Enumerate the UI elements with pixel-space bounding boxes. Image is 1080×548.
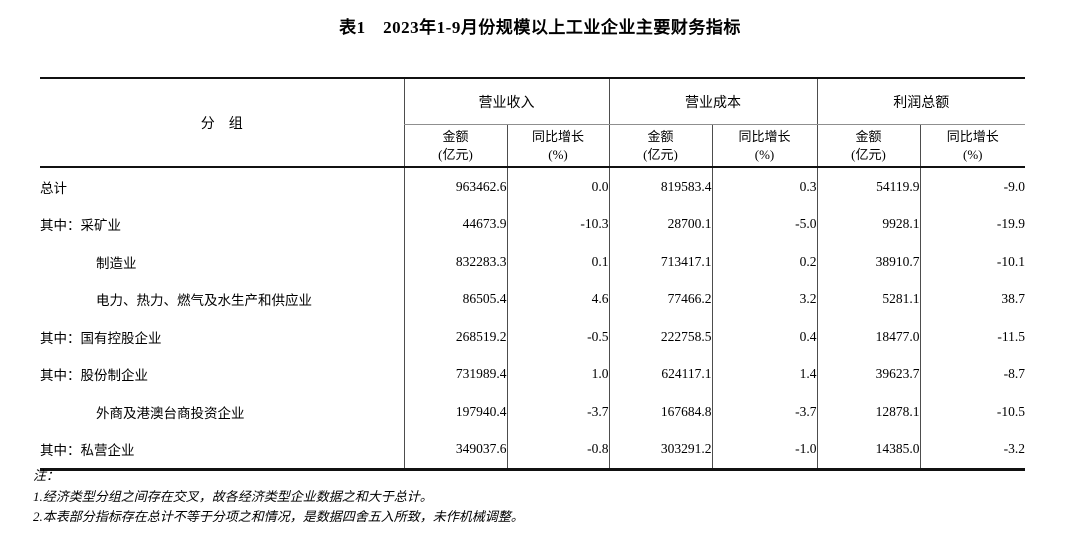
cell-value: -19.9	[919, 205, 1025, 243]
subheader-unit: (亿元)	[438, 146, 473, 162]
cell-value: 18477.0	[816, 318, 920, 356]
cell-value: 197940.4	[403, 393, 507, 431]
cell-value: -10.1	[919, 243, 1025, 281]
cell-value: 38.7	[919, 280, 1025, 318]
cell-value: 1.4	[711, 355, 817, 393]
cell-value: -0.5	[506, 318, 609, 356]
subheader-line: 同比增长	[738, 128, 791, 144]
cell-value: -5.0	[711, 205, 817, 243]
cell-value: 1.0	[506, 355, 609, 393]
footnotes: 注： 1.经济类型分组之间存在交叉，故各经济类型企业数据之和大于总计。 2.本表…	[33, 466, 1033, 528]
subheader-unit: (亿元)	[643, 146, 678, 162]
table-body: 总计 963462.6 0.0 819583.4 0.3 54119.9 -9.0 其中：采矿…	[40, 167, 1025, 470]
cell-value: 12878.1	[816, 393, 920, 431]
subheader-unit: (%)	[963, 146, 983, 162]
cell-value: 9928.1	[816, 205, 920, 243]
header-profit-amount: 金额 (亿元)	[816, 124, 920, 168]
cell-value: 77466.2	[608, 280, 712, 318]
cell-value: 303291.2	[608, 430, 712, 470]
header-profit-growth: 同比增长 (%)	[919, 124, 1025, 168]
row-label: 其中：股份制企业	[40, 368, 148, 384]
cell-value: 832283.3	[403, 243, 507, 281]
cell-value: 0.4	[711, 318, 817, 356]
cell-value: 731989.4	[403, 355, 507, 393]
footnote-item: 2.本表部分指标存在总计不等于分项之和情况，是数据四舍五入所致，未作机械调整。	[33, 509, 524, 524]
table-row: 制造业 832283.3 0.1 713417.1 0.2 38910.7 -10.1	[40, 243, 1025, 281]
row-label: 外商及港澳台商投资企业	[96, 405, 245, 421]
cell-value: -10.5	[919, 393, 1025, 431]
cell-value: 0.2	[711, 243, 817, 281]
cell-value: 86505.4	[403, 280, 507, 318]
table-row: 其中：国有控股企业 268519.2 -0.5 222758.5 0.4 18477.0-…	[40, 318, 1025, 356]
cell-value: 4.6	[506, 280, 609, 318]
cell-value: -9.0	[919, 167, 1025, 206]
cell-value: 38910.7	[816, 243, 920, 281]
header-cost-growth: 同比增长 (%)	[711, 124, 817, 168]
cell-value: 349037.6	[403, 430, 507, 470]
row-label: 其中：国有控股企业	[40, 330, 162, 346]
subheader-line: 金额	[855, 128, 882, 144]
subheader-line: 同比增长	[946, 128, 999, 144]
cell-value: -1.0	[711, 430, 817, 470]
cell-value: 167684.8	[608, 393, 712, 431]
header-group-label: 分 组	[40, 78, 404, 168]
table-row: 电力、热力、燃气及水生产和供应业 86505.4 4.6 77466.2 3.2 5281…	[40, 280, 1025, 318]
cell-value: 0.0	[506, 167, 609, 206]
header-cost-amount: 金额 (亿元)	[608, 124, 712, 168]
cell-value: -0.8	[506, 430, 609, 470]
cell-value: -3.7	[711, 393, 817, 431]
header-revenue: 营业收入	[403, 78, 609, 125]
cell-value: 713417.1	[608, 243, 712, 281]
header-profit: 利润总额	[816, 78, 1025, 125]
subheader-unit: (%)	[548, 146, 568, 162]
cell-value: -11.5	[919, 318, 1025, 356]
cell-value: 14385.0	[816, 430, 920, 470]
subheader-unit: (%)	[754, 146, 775, 162]
footnote-item: 1.经济类型分组之间存在交叉，故各经济类型企业数据之和大于总计。	[33, 488, 433, 504]
header-revenue-growth: 同比增长 (%)	[506, 124, 609, 168]
cell-value: 54119.9	[816, 167, 920, 206]
subheader-line: 金额	[442, 128, 469, 144]
cell-value: -10.3	[506, 205, 609, 243]
cell-value: 222758.5	[608, 318, 712, 356]
table-row: 总计 963462.6 0.0 819583.4 0.3 54119.9 -9.0	[40, 167, 1025, 206]
cell-value: -8.7	[919, 355, 1025, 393]
header-cost: 营业成本	[608, 78, 817, 125]
row-label: 其中：私营企业	[40, 443, 135, 459]
row-label: 总计	[40, 180, 67, 196]
table-row: 外商及港澳台商投资企业 197940.4 -3.7 167684.8 -3.7 12878…	[40, 393, 1025, 431]
cell-value: 963462.6	[403, 167, 507, 206]
table-row: 其中：股份制企业 731989.4 1.0 624117.1 1.4 39623.7 -8.…	[40, 355, 1025, 393]
cell-value: 28700.1	[608, 205, 712, 243]
cell-value: 819583.4	[608, 167, 712, 206]
table-header: 分 组 营业收入 营业成本 利润总额 金额 (亿元) 同比增长 (%) 金额 (亿元)…	[40, 78, 1025, 168]
cell-value: 39623.7	[816, 355, 920, 393]
cell-value: 44673.9	[403, 205, 507, 243]
cell-value: 0.1	[506, 243, 609, 281]
table-title: 表1 2023年1-9月份规模以上工业企业主要财务指标	[339, 18, 741, 37]
cell-value: 268519.2	[403, 318, 507, 356]
subheader-line: 金额	[647, 128, 674, 144]
table-row: 其中：私营企业 349037.6 -0.8 303291.2 -1.0 14385.0 -3…	[40, 430, 1025, 470]
cell-value: 3.2	[711, 280, 817, 318]
subheader-unit: (亿元)	[851, 146, 886, 162]
cell-value: -3.2	[919, 430, 1025, 470]
header-sub-row: 金额 (亿元) 同比增长 (%) 金额 (亿元) 同比增长 (%) 金额 (亿元) 同比增…	[40, 124, 1025, 168]
cell-value: 5281.1	[816, 280, 920, 318]
row-label: 电力、热力、燃气及水生产和供应业	[96, 293, 312, 309]
header-revenue-amount: 金额 (亿元)	[403, 124, 507, 168]
footnote-heading: 注：	[33, 468, 60, 483]
subheader-line: 同比增长	[531, 128, 584, 144]
table-row: 其中：采矿业 44673.9 -10.3 28700.1 -5.0 9928.1 -19.9	[40, 205, 1025, 243]
cell-value: -3.7	[506, 393, 609, 431]
header-group-row: 分 组 营业收入 营业成本 利润总额	[40, 78, 1025, 168]
row-label: 其中：采矿业	[40, 218, 121, 234]
cell-value: 0.3	[711, 167, 817, 206]
row-label: 制造业	[96, 255, 137, 271]
cell-value: 624117.1	[608, 355, 712, 393]
financial-indicators-table: 分 组 营业收入 营业成本 利润总额 金额 (亿元) 同比增长 (%) 金额 (亿元)…	[40, 77, 1025, 471]
